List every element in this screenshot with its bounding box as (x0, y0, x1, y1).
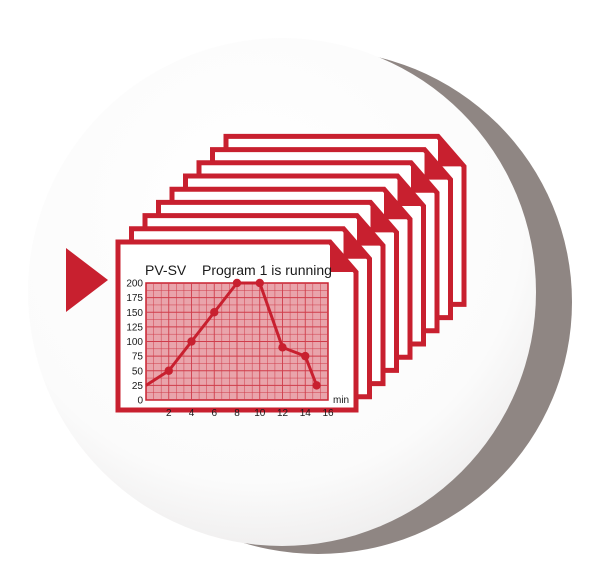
stacked-page-fold (397, 176, 424, 206)
series-pv-sv (145, 278, 321, 390)
data-point (232, 278, 242, 288)
x-tick-label: 14 (300, 408, 312, 419)
x-axis-ticks: 2 4 6 8 10 12 14 16 (166, 408, 334, 419)
y-tick-label: 0 (137, 396, 143, 407)
stacked-page-fold (424, 149, 451, 180)
x-tick-label: 4 (189, 408, 195, 419)
data-point (187, 337, 196, 346)
data-point (312, 381, 321, 390)
stacked-page-fold (438, 136, 464, 167)
stacked-page-fold (357, 215, 383, 246)
data-point (278, 343, 287, 352)
y-tick-label: 175 (126, 293, 143, 304)
x-tick-label: 16 (322, 408, 334, 419)
y-tick-label: 150 (126, 308, 143, 319)
x-tick-label: 6 (211, 408, 217, 419)
stacked-page-fold (343, 228, 370, 259)
y-axis-ticks: 0 25 50 75 100 125 150 175 200 (126, 279, 143, 407)
data-point (164, 366, 173, 375)
x-axis-unit: min (333, 395, 349, 406)
stacked-page-fold (384, 189, 410, 220)
x-tick-label: 10 (254, 408, 266, 419)
x-tick-label: 8 (234, 408, 240, 419)
y-tick-label: 25 (132, 381, 144, 392)
data-point (301, 351, 310, 361)
front-page-fold (330, 242, 356, 272)
x-tick-label: 2 (166, 408, 172, 419)
data-point (255, 278, 264, 288)
data-point (210, 308, 219, 317)
front-program-page: PV-SV Program 1 is running 0 25 50 75 100 125… (115, 239, 359, 419)
y-tick-label: 100 (126, 337, 143, 348)
y-tick-label: 50 (132, 366, 144, 377)
status-text: Program 1 is running (202, 262, 332, 278)
y-tick-label: 125 (126, 322, 143, 333)
chart-title: PV-SV (145, 262, 187, 278)
stacked-page-fold (370, 202, 397, 233)
x-tick-label: 12 (277, 408, 289, 419)
stacked-page-fold (411, 162, 437, 193)
play-arrow-icon (66, 248, 108, 312)
y-tick-label: 75 (132, 352, 144, 363)
y-tick-label: 200 (126, 279, 143, 290)
